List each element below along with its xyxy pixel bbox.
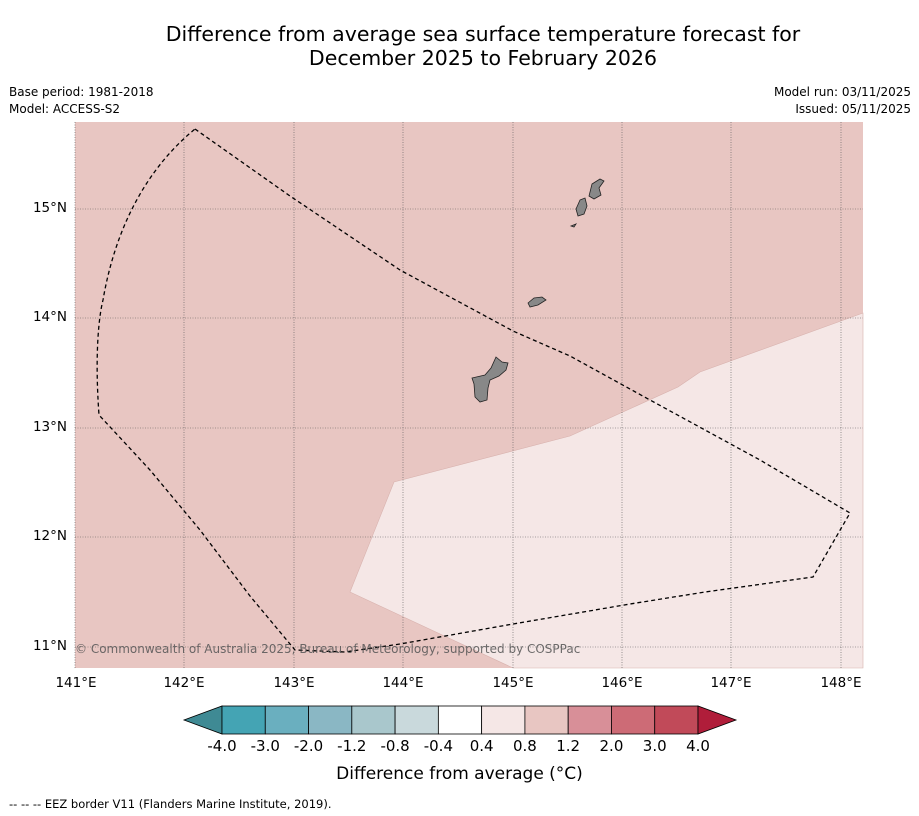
colorbar-tick: -4.0 bbox=[207, 737, 237, 755]
colorbar-tick: 0.4 bbox=[469, 737, 494, 755]
lon-label-144: 144°E bbox=[382, 675, 424, 691]
colorbar-tick: -1.2 bbox=[337, 737, 367, 755]
colorbar-segment bbox=[481, 705, 526, 735]
island-aguijan bbox=[569, 223, 578, 228]
colorbar-tick: -2.0 bbox=[293, 737, 324, 755]
lon-label-145: 145°E bbox=[492, 675, 534, 691]
colorbar-segment bbox=[611, 705, 656, 735]
colorbar-segment bbox=[264, 705, 309, 735]
colorbar-tick: 1.2 bbox=[556, 737, 581, 755]
colorbar-segment bbox=[524, 705, 569, 735]
colorbar-segment bbox=[394, 705, 439, 735]
model-name: Model: ACCESS-S2 bbox=[9, 102, 121, 116]
colorbar-tick: -0.4 bbox=[423, 737, 453, 755]
base-period: Base period: 1981-2018 bbox=[9, 85, 154, 99]
colorbar-segment bbox=[351, 705, 396, 735]
lon-label-142: 142°E bbox=[163, 675, 205, 691]
lat-label-12: 12°N bbox=[32, 528, 67, 544]
colorbar-tick: -0.8 bbox=[380, 737, 410, 755]
lat-label-14: 14°N bbox=[32, 309, 67, 325]
colorbar bbox=[182, 705, 738, 735]
copyright-watermark: © Commonwealth of Australia 2025, Bureau… bbox=[75, 642, 581, 656]
title-line-2: December 2025 to February 2026 bbox=[308, 46, 658, 70]
colorbar-tick: 2.0 bbox=[599, 737, 624, 755]
colorbar-tick: 4.0 bbox=[686, 737, 710, 755]
colorbar-segment bbox=[567, 705, 612, 735]
eez-border bbox=[96, 128, 851, 653]
title-line-1: Difference from average sea surface temp… bbox=[165, 22, 801, 46]
chart-title: Difference from average sea surface temp… bbox=[60, 22, 906, 70]
anomaly-region-low bbox=[349, 312, 864, 669]
colorbar-tick: -3.0 bbox=[250, 737, 280, 755]
land bbox=[471, 178, 605, 403]
island-guam bbox=[471, 356, 509, 403]
meta-left: Base period: 1981-2018 Model: ACCESS-S2 bbox=[9, 84, 154, 118]
gridlines bbox=[74, 122, 863, 668]
lon-label-141: 141°E bbox=[55, 675, 97, 691]
model-run-date: Model run: 03/11/2025 bbox=[773, 85, 911, 99]
lat-label-11: 11°N bbox=[32, 638, 67, 654]
colorbar-over-arrow bbox=[697, 705, 738, 735]
colorbar-tick: 0.8 bbox=[512, 737, 537, 755]
colorbar-segment bbox=[308, 705, 353, 735]
lat-label-13: 13°N bbox=[32, 419, 67, 435]
colorbar-label: Difference from average (°C) bbox=[336, 764, 583, 784]
eez-legend: -- -- -- EEZ border V11 (Flanders Marine… bbox=[9, 797, 332, 811]
colorbar-tick: 3.0 bbox=[642, 737, 667, 755]
colorbar-segment bbox=[654, 705, 699, 735]
lon-label-148: 148°E bbox=[820, 675, 862, 691]
island-tinian bbox=[575, 197, 588, 217]
lon-label-147: 147°E bbox=[710, 675, 752, 691]
lat-label-15: 15°N bbox=[32, 200, 67, 216]
island-rota bbox=[527, 296, 547, 308]
lon-label-143: 143°E bbox=[273, 675, 315, 691]
lon-label-146: 146°E bbox=[601, 675, 643, 691]
meta-right: Model run: 03/11/2025 Issued: 05/11/2025 bbox=[774, 84, 911, 118]
colorbar-under-arrow bbox=[182, 705, 223, 735]
colorbar-segment bbox=[221, 705, 266, 735]
island-saipan bbox=[588, 178, 605, 200]
colorbar-segment bbox=[437, 705, 483, 735]
issued-date: Issued: 05/11/2025 bbox=[795, 102, 911, 116]
